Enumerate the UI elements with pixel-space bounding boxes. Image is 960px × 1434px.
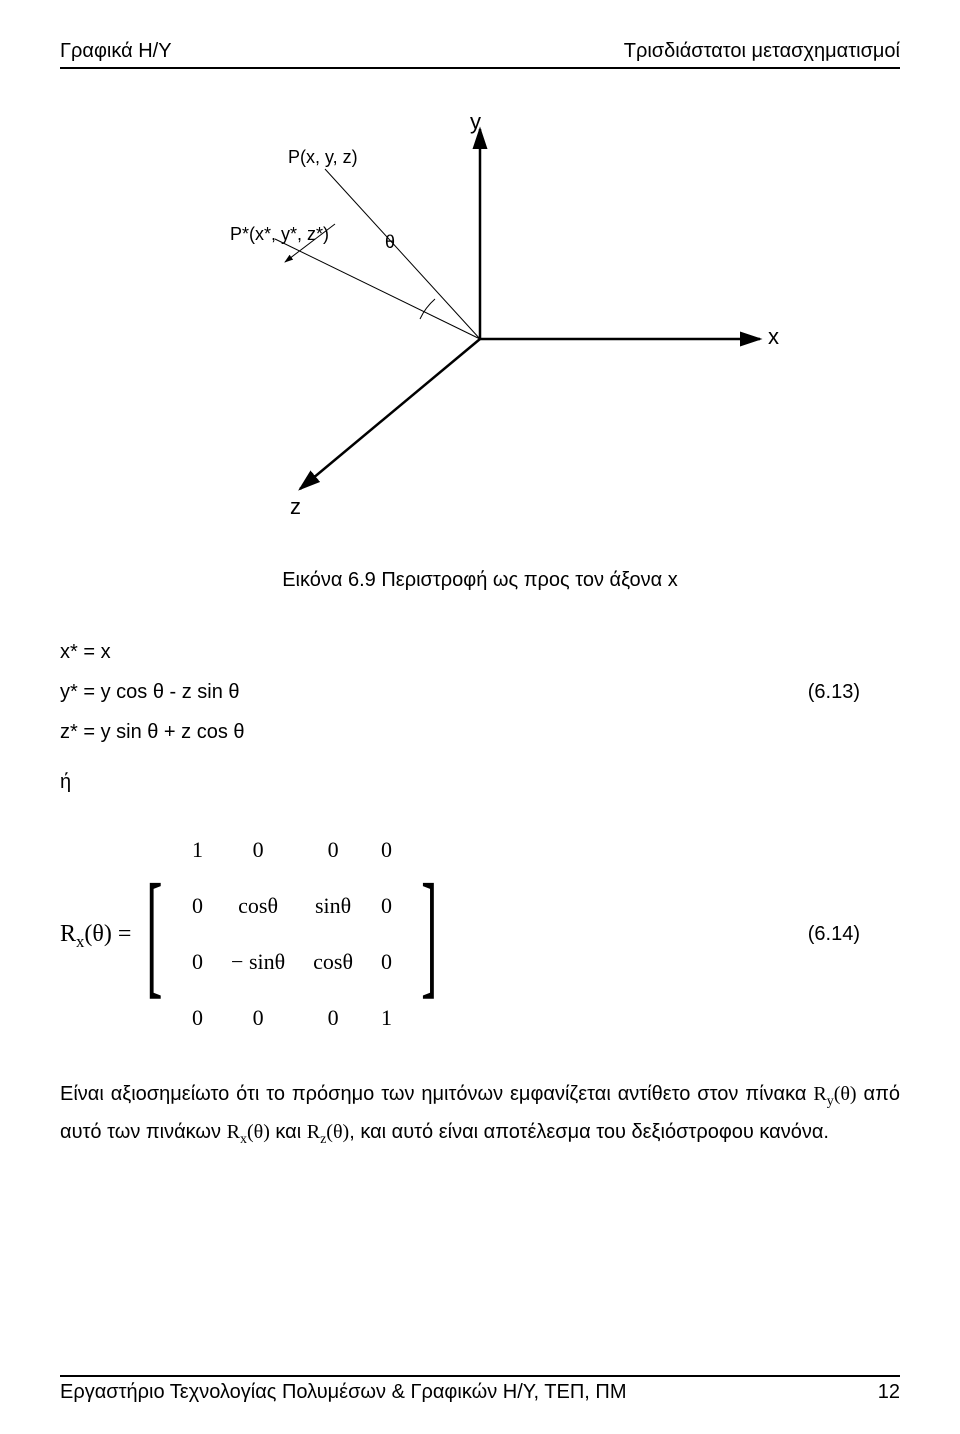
- m12: sinθ: [299, 878, 367, 934]
- rz-arg: (θ): [326, 1121, 349, 1143]
- body-t1: Είναι αξιοσημείωτο ότι το πρόσημο των ημ…: [60, 1083, 813, 1105]
- m31: 0: [217, 990, 299, 1046]
- ry-R: R: [813, 1083, 826, 1105]
- figure-svg: [180, 109, 780, 539]
- m30: 0: [178, 990, 217, 1046]
- m33: 1: [367, 990, 406, 1046]
- header-rule: [60, 67, 900, 69]
- bracket-right: ]: [421, 864, 437, 1004]
- eq-line-3: z* = y sin θ + z cos θ: [60, 712, 245, 752]
- m23: 0: [367, 934, 406, 990]
- point-label-pstar: P*(x*, y*, z*): [230, 224, 329, 245]
- footer-page-number: 12: [878, 1381, 900, 1404]
- m03: 0: [367, 822, 406, 878]
- axis-label-z: z: [290, 494, 301, 520]
- footer-left: Εργαστήριο Τεχνολογίας Πολυμέσων & Γραφι…: [60, 1381, 627, 1404]
- figure-caption: Εικόνα 6.9 Περιστροφή ως προς τον άξονα …: [60, 569, 900, 592]
- equations-block: x* = x y* = y cos θ - z sin θ (6.13) z* …: [60, 632, 900, 1046]
- m13: 0: [367, 878, 406, 934]
- m22: cosθ: [299, 934, 367, 990]
- eq-num-613: (6.13): [808, 672, 900, 712]
- or-label: ή: [60, 762, 900, 802]
- eq-num-614: (6.14): [808, 914, 900, 954]
- matrix-lhs-arg: (θ) =: [84, 921, 131, 947]
- axis-label-y: y: [470, 109, 481, 135]
- body-paragraph: Είναι αξιοσημείωτο ότι το πρόσημο των ημ…: [60, 1076, 900, 1152]
- rx-R: R: [227, 1121, 240, 1143]
- rz-R: R: [307, 1121, 320, 1143]
- body-t3: και: [270, 1121, 307, 1143]
- ry-arg: (θ): [834, 1083, 857, 1105]
- theta-label: θ: [385, 232, 395, 253]
- m20: 0: [178, 934, 217, 990]
- eq-line-2: y* = y cos θ - z sin θ: [60, 672, 240, 712]
- body-t4: , και αυτό είναι αποτέλεσμα του δεξιόστρ…: [349, 1121, 829, 1143]
- footer-rule: [60, 1375, 900, 1377]
- rx-sub: x: [240, 1132, 247, 1147]
- bracket-left: [: [147, 864, 163, 1004]
- m01: 0: [217, 822, 299, 878]
- rotation-matrix: 1000 0cosθsinθ0 0− sinθcosθ0 0001: [178, 822, 406, 1046]
- matrix-lhs-R: R: [60, 921, 76, 947]
- m10: 0: [178, 878, 217, 934]
- m32: 0: [299, 990, 367, 1046]
- point-label-p: P(x, y, z): [288, 147, 358, 168]
- header-right: Τρισδιάστατοι μετασχηματισμοί: [624, 40, 900, 63]
- header-left: Γραφικά Η/Υ: [60, 40, 172, 63]
- ry-sub: y: [827, 1094, 834, 1109]
- m02: 0: [299, 822, 367, 878]
- m00: 1: [178, 822, 217, 878]
- axis-label-x: x: [768, 324, 779, 350]
- m11: cosθ: [217, 878, 299, 934]
- eq-line-1: x* = x: [60, 632, 111, 672]
- rx-arg: (θ): [247, 1121, 270, 1143]
- figure-area: y x z P(x, y, z) P*(x*, y*, z*) θ: [180, 109, 780, 559]
- m21: − sinθ: [217, 934, 299, 990]
